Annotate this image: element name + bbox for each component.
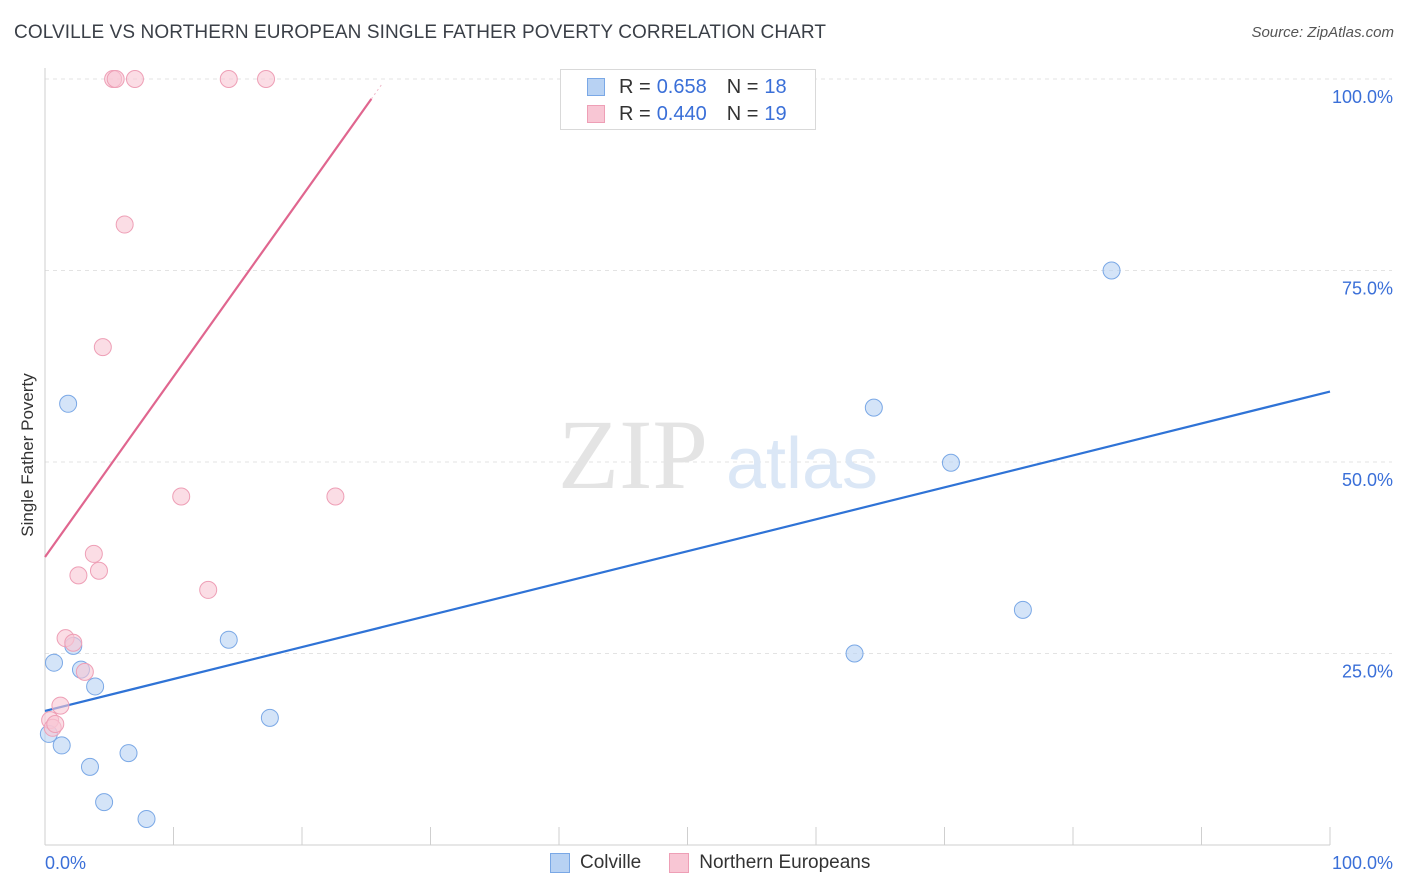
watermark: ZIP atlas [558,399,878,510]
northern-swatch [669,853,690,873]
point-blue [219,630,238,649]
legend-r-value: 0.440 [656,102,707,125]
point-blue [1102,261,1121,280]
legend-swatch-blue [587,78,605,96]
point-pink [84,544,103,563]
point-pink [106,70,125,88]
point-blue [137,809,156,828]
point-blue [95,793,114,812]
point-pink [46,714,65,733]
point-blue [59,394,78,413]
correlation-legend: R = 0.658 N = 18 R = 0.440 N = 19 [560,69,816,130]
y-axis-label: Single Father Poverty [18,373,37,537]
point-pink [51,696,70,715]
watermark-zip: ZIP [558,399,708,510]
data-points [39,70,1121,828]
trend-line-pink [44,98,373,558]
point-blue [44,653,63,672]
chart-title: COLVILLE VS NORTHERN EUROPEAN SINGLE FAT… [14,22,827,43]
point-pink [125,70,144,88]
point-pink [257,70,276,88]
watermark-atlas: atlas [726,424,878,504]
point-blue [1013,600,1032,619]
point-blue [260,708,279,727]
legend-n-value: 19 [764,102,787,125]
point-pink [89,561,108,580]
point-blue [864,398,883,417]
grid-lines [45,78,1392,654]
tick-labels: 25.0% 50.0% 75.0% 100.0% 0.0% 100.0% [45,87,1393,873]
point-pink [199,580,218,599]
colville-swatch [550,853,570,873]
point-pink [115,215,134,234]
point-blue [52,736,71,755]
source-label: Source: ZipAtlas.com [1251,24,1394,41]
legend-item-colville: Colville [550,852,641,874]
x-tick-label-min: 0.0% [45,853,86,873]
x-tick-label-max: 100.0% [1332,853,1393,873]
point-blue [845,644,864,663]
colville-label: Colville [580,852,642,873]
y-tick-label: 25.0% [1342,662,1393,682]
legend-r-label: R = [619,102,651,125]
legend-n-label: N = [726,102,759,125]
point-pink [93,338,112,357]
point-pink [64,633,83,652]
point-pink [69,566,88,585]
trend-extension-pink [370,84,383,100]
point-pink [75,662,94,681]
point-pink [172,487,191,506]
trend-lines [44,84,1331,713]
y-tick-label: 75.0% [1342,279,1393,299]
y-tick-label: 100.0% [1332,87,1393,107]
series-legend: Colville Northern Europeans [550,852,898,874]
northern-label: Northern Europeans [699,852,871,873]
point-pink [326,487,345,506]
legend-swatch-pink [587,105,605,123]
legend-item-northern: Northern Europeans [669,852,870,874]
trend-line-blue [44,390,1331,713]
point-blue [86,677,105,696]
legend-row-colville: R = 0.658 N = 18 [587,75,787,99]
legend-n-value: 18 [764,75,787,98]
y-tick-label: 50.0% [1342,470,1393,490]
legend-r-value: 0.658 [656,75,707,98]
point-blue [119,744,138,763]
point-blue [80,757,99,776]
legend-n-label: N = [726,75,759,98]
legend-row-northern: R = 0.440 N = 19 [587,102,787,126]
point-blue [941,453,960,472]
legend-r-label: R = [619,75,651,98]
point-pink [219,70,238,88]
